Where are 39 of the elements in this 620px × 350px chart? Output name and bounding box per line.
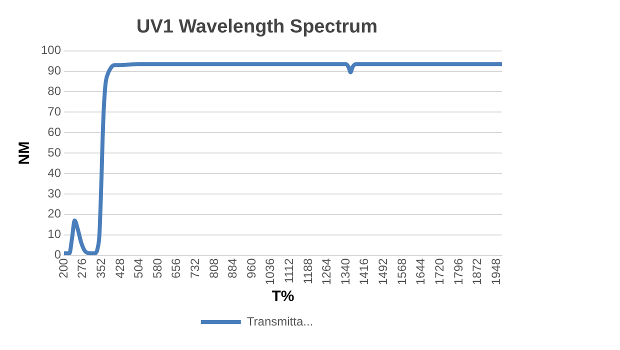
x-axis-title: T% bbox=[272, 288, 294, 306]
x-tick-label: 1948 bbox=[488, 258, 503, 286]
x-tick-label: 1188 bbox=[300, 258, 315, 284]
x-tick-label: 1568 bbox=[394, 258, 409, 286]
x-tick-label: 504 bbox=[132, 258, 146, 278]
y-tick-label: 90 bbox=[48, 64, 62, 78]
y-tick-label: 50 bbox=[48, 145, 62, 160]
x-tick-label: 1036 bbox=[263, 258, 278, 286]
legend-label: Transmitta... bbox=[246, 314, 314, 328]
y-tick-label: 40 bbox=[48, 166, 62, 180]
x-tick-label: 732 bbox=[188, 258, 202, 278]
y-tick-label: 70 bbox=[48, 104, 62, 118]
y-tick-label: 10 bbox=[48, 227, 62, 242]
x-tick-label: 1872 bbox=[470, 258, 484, 286]
x-tick-label: 1340 bbox=[338, 258, 352, 286]
y-axis-title: NM bbox=[16, 141, 34, 165]
x-tick-label: 808 bbox=[206, 258, 221, 278]
x-tick-label: 580 bbox=[150, 258, 164, 278]
y-tick-label: 100 bbox=[40, 43, 62, 58]
x-tick-label: 1644 bbox=[414, 258, 428, 286]
y-tick-label: 80 bbox=[48, 84, 62, 98]
x-tick-label: 276 bbox=[75, 258, 90, 278]
y-tick-label: 60 bbox=[48, 124, 62, 139]
x-tick-label: 960 bbox=[244, 258, 258, 278]
x-tick-label: 656 bbox=[169, 258, 184, 278]
y-tick-label: 30 bbox=[48, 186, 62, 200]
x-tick-label: 1112 bbox=[282, 258, 296, 284]
line-series bbox=[64, 62, 502, 256]
x-tick-label: 1720 bbox=[432, 258, 446, 286]
x-tick-label: 1416 bbox=[357, 258, 372, 286]
x-tick-label: 1796 bbox=[451, 258, 466, 286]
chart-title: UV1 Wavelength Spectrum bbox=[136, 16, 378, 38]
x-tick-label: 352 bbox=[94, 258, 108, 278]
x-tick-label: 884 bbox=[226, 258, 240, 278]
y-tick-label: 20 bbox=[48, 206, 62, 221]
x-tick-label: 1264 bbox=[320, 258, 334, 286]
x-tick-label: 428 bbox=[112, 258, 127, 278]
x-tick-label: 1492 bbox=[376, 258, 390, 286]
x-tick-label: 200 bbox=[56, 258, 70, 278]
